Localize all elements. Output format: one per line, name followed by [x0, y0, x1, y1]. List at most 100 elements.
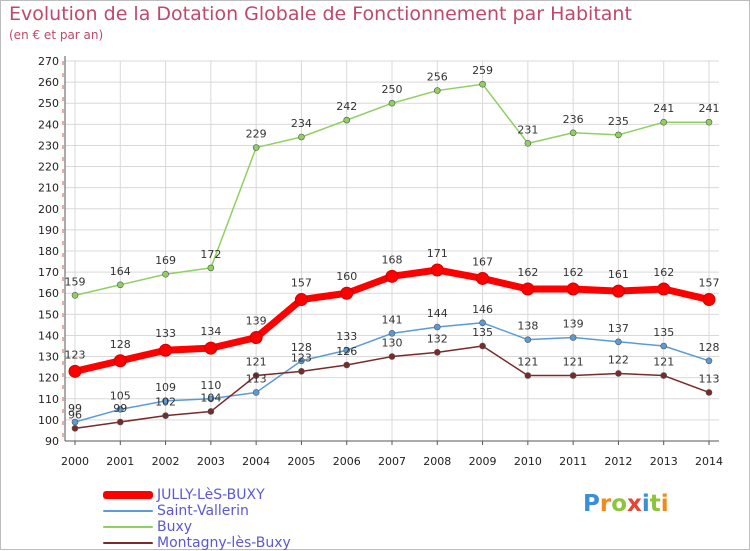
data-label-0-2003: 134 — [200, 325, 221, 338]
point-0-2004 — [249, 331, 263, 345]
point-0-2003 — [204, 341, 218, 355]
axes: 9010011012013014015016017018019020021022… — [38, 55, 723, 468]
y-tick-label-180: 180 — [38, 245, 59, 258]
data-label-0-2007: 168 — [382, 253, 403, 266]
data-label-1-2000: 99 — [68, 402, 82, 415]
data-label-1-2008: 144 — [427, 307, 448, 320]
y-tick-label-90: 90 — [45, 435, 59, 448]
point-0-2001 — [113, 354, 127, 368]
data-label-0-2008: 171 — [427, 247, 448, 260]
data-label-2-2000: 159 — [65, 275, 86, 288]
logo-letter: i — [660, 491, 669, 517]
point-3-2013 — [660, 372, 668, 379]
x-tick-label-2014: 2014 — [695, 455, 723, 468]
legend-item-saint-vallerin: Saint-Vallerin — [103, 503, 291, 519]
point-2-2010 — [524, 140, 532, 147]
point-1-2007 — [388, 330, 396, 337]
y-tick-label-140: 140 — [38, 329, 59, 342]
point-2-2007 — [388, 99, 396, 107]
y-tick-label-240: 240 — [38, 118, 59, 131]
legend-label-saint-vallerin: Saint-Vallerin — [157, 503, 249, 519]
x-tick-label-2011: 2011 — [559, 455, 587, 468]
x-tick-label-2001: 2001 — [106, 455, 134, 468]
x-tick-label-2005: 2005 — [287, 455, 315, 468]
point-2-2001 — [116, 281, 124, 289]
data-labels: 159 164 169 172 229 234 242 250 256 259 231 236 235 2… — [65, 64, 720, 421]
data-label-2-2008: 256 — [427, 71, 448, 84]
point-1-2012 — [615, 338, 622, 346]
legend-item-buxy: Buxy — [103, 519, 291, 535]
logo-letter: i — [641, 491, 650, 517]
x-tick-label-2000: 2000 — [61, 455, 89, 468]
legend-label-montagny: Montagny-lès-Buxy — [157, 535, 291, 551]
data-label-1-2014: 128 — [699, 341, 720, 354]
y-tick-label-200: 200 — [38, 203, 59, 216]
point-0-2005 — [294, 293, 308, 307]
point-2-2002 — [162, 270, 169, 278]
data-label-1-2012: 137 — [608, 322, 629, 335]
x-tick-label-2006: 2006 — [333, 455, 361, 468]
y-tick-label-110: 110 — [38, 393, 59, 406]
point-1-2011 — [569, 334, 577, 341]
data-label-3-2014: 113 — [699, 372, 720, 385]
point-1-2013 — [660, 342, 668, 350]
data-label-0-2002: 133 — [155, 327, 176, 340]
y-tick-label-120: 120 — [38, 372, 59, 385]
data-label-2-2007: 250 — [382, 83, 403, 96]
data-label-2-2003: 172 — [200, 248, 221, 261]
point-3-2014 — [705, 389, 713, 396]
y-tick-label-220: 220 — [38, 161, 59, 174]
y-tick-label-130: 130 — [38, 351, 59, 364]
data-label-3-2005: 123 — [291, 351, 312, 364]
point-3-2008 — [433, 349, 441, 356]
legend-swatch-buxy — [103, 526, 153, 528]
data-label-1-2003: 110 — [200, 379, 221, 392]
point-2-2013 — [660, 118, 668, 126]
point-2-2005 — [298, 133, 305, 141]
data-label-0-2010: 162 — [517, 266, 538, 279]
point-1-2014 — [705, 357, 713, 365]
data-label-3-2010: 121 — [517, 356, 538, 369]
y-tick-label-170: 170 — [38, 266, 59, 279]
data-label-3-2007: 130 — [382, 337, 403, 350]
point-2-2014 — [705, 118, 713, 126]
data-label-0-2009: 167 — [472, 255, 493, 268]
y-tick-label-160: 160 — [38, 287, 59, 300]
point-3-2003 — [207, 408, 215, 415]
point-3-2011 — [569, 372, 577, 379]
data-label-1-2006: 133 — [336, 330, 357, 343]
point-3-2010 — [524, 372, 532, 379]
y-tick-label-100: 100 — [38, 414, 59, 427]
logo-letter: t — [649, 491, 661, 517]
point-3-2012 — [615, 370, 622, 377]
point-2-2000 — [71, 292, 79, 299]
data-label-3-2008: 132 — [427, 332, 448, 345]
data-label-1-2009: 146 — [472, 303, 493, 316]
point-1-2009 — [479, 319, 486, 327]
data-label-1-2005: 128 — [291, 341, 312, 354]
data-label-0-2013: 162 — [653, 266, 674, 279]
data-label-1-2013: 135 — [653, 326, 674, 339]
point-0-2012 — [611, 284, 625, 298]
data-label-0-2011: 162 — [563, 266, 584, 279]
point-3-2002 — [162, 412, 169, 419]
point-2-2008 — [433, 87, 441, 94]
logo-letter: r — [599, 491, 612, 517]
data-label-2-2002: 169 — [155, 254, 176, 267]
point-2-2006 — [343, 116, 351, 124]
point-3-2004 — [252, 372, 260, 379]
point-0-2000 — [68, 364, 82, 378]
y-tick-label-270: 270 — [38, 55, 59, 68]
data-label-2-2009: 259 — [472, 64, 493, 77]
point-0-2014 — [702, 293, 716, 307]
data-label-2-2004: 229 — [246, 128, 267, 141]
data-label-3-2009: 135 — [472, 326, 493, 339]
legend: JULLY-LèS-BUXY Saint-Vallerin Buxy Monta… — [103, 487, 291, 551]
point-1-2002 — [162, 397, 169, 405]
x-tick-label-2002: 2002 — [152, 455, 180, 468]
data-label-0-2001: 128 — [110, 338, 131, 351]
data-label-0-2000: 123 — [65, 348, 86, 361]
y-tick-label-260: 260 — [38, 76, 59, 89]
